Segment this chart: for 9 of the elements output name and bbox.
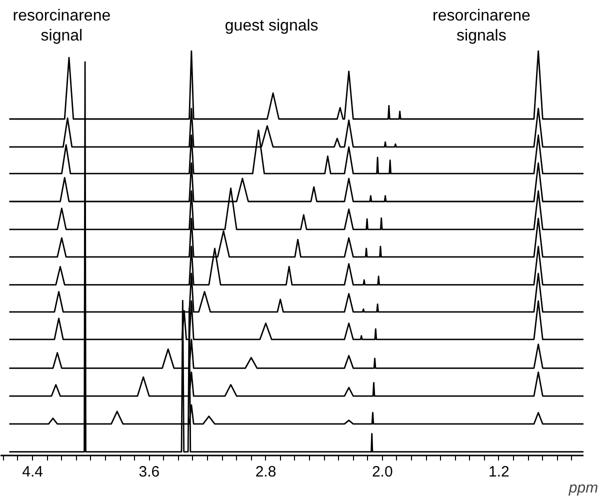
x-tick-label: 4.4 [22,464,43,480]
x-tick-label: 2.8 [255,464,276,480]
x-tick-label: 2.0 [372,464,393,480]
x-axis-title: ppm [568,480,598,496]
x-tick-label: 3.6 [138,464,160,480]
text: guest signals [224,17,318,34]
text: resorcinarene signals [432,8,530,44]
x-tick-label: 1.2 [488,464,510,480]
text: resorcinarene signal [12,8,111,44]
